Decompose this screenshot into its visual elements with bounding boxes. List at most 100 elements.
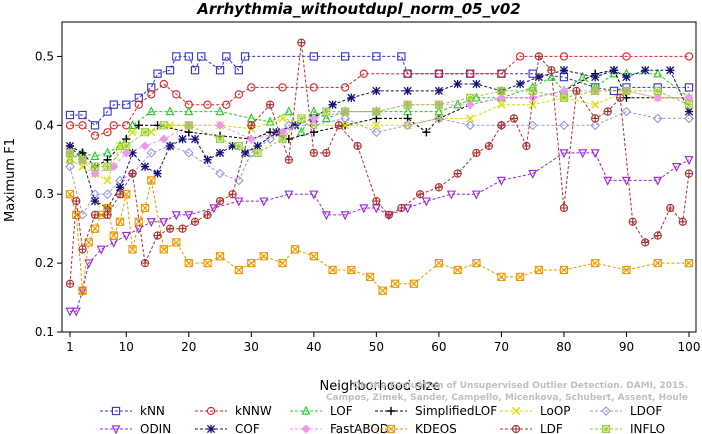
legend-marker xyxy=(511,406,521,416)
data-point-lof xyxy=(453,99,463,109)
legend-marker xyxy=(601,424,611,434)
data-point-lof xyxy=(653,68,663,78)
data-point-loop xyxy=(103,176,112,185)
data-point-knn xyxy=(372,52,381,61)
data-point-odin xyxy=(471,190,481,200)
data-point-odin xyxy=(96,245,106,255)
data-point-ldof xyxy=(465,120,476,131)
legend-label: LDF xyxy=(540,422,563,434)
chart-title: Arrhythmia_withoutdupl_norm_05_v02 xyxy=(196,0,520,18)
data-point-knnw xyxy=(309,83,318,92)
data-point-cof xyxy=(240,148,250,157)
data-point-odin xyxy=(309,190,319,200)
data-point-ldf xyxy=(472,148,481,158)
data-point-inflo xyxy=(403,100,412,109)
data-point-odin xyxy=(403,204,413,214)
data-point-lof xyxy=(321,113,331,123)
data-point-knn xyxy=(153,69,162,78)
data-point-ldf xyxy=(265,100,275,109)
data-point-fastabod xyxy=(121,148,131,158)
data-point-ldf xyxy=(178,224,187,233)
data-point-loop xyxy=(128,128,137,137)
x-tick-label: 40 xyxy=(306,340,321,354)
plot-frame xyxy=(61,21,697,333)
data-point-knnw xyxy=(359,69,369,78)
data-point-odin xyxy=(684,156,694,166)
data-point-ldof xyxy=(102,189,113,200)
legend-marker xyxy=(511,424,521,434)
data-point-ldf xyxy=(115,190,125,199)
data-point-inflo xyxy=(341,107,350,116)
legend-item-ldf: LDF xyxy=(500,422,563,434)
legend-item-fastabod: FastABOD xyxy=(290,422,389,434)
data-point-loop xyxy=(466,114,475,123)
data-point-ldf xyxy=(128,169,137,178)
data-point-ldf xyxy=(372,196,381,206)
data-point-kdeos xyxy=(684,258,694,268)
data-point-kdeos xyxy=(65,190,75,199)
data-point-loop xyxy=(528,100,537,109)
data-point-ldof xyxy=(652,113,663,124)
data-point-cof xyxy=(559,66,569,75)
data-point-kdeos xyxy=(622,265,631,275)
data-point-odin xyxy=(603,176,613,186)
data-point-odin xyxy=(159,218,169,228)
legend-item-knnw: kNNW xyxy=(195,404,272,418)
data-point-ldf xyxy=(616,93,625,102)
x-tick-label: 20 xyxy=(181,340,196,354)
data-point-inflo xyxy=(653,86,662,95)
data-point-kdeos xyxy=(559,265,569,275)
legend-marker xyxy=(111,425,121,434)
data-point-ldf xyxy=(453,169,462,178)
y-axis-label: Maximum F1 xyxy=(3,138,18,222)
legend-marker xyxy=(206,406,216,416)
legend-label: SimplifiedLOF xyxy=(415,404,497,418)
data-point-lof xyxy=(165,106,175,116)
data-point-lof xyxy=(309,106,319,116)
data-point-cof xyxy=(434,86,443,95)
data-point-ldf xyxy=(72,196,81,206)
data-point-knn xyxy=(340,52,350,61)
data-point-loop xyxy=(341,121,350,130)
legend-label: kNN xyxy=(140,404,165,418)
data-point-odin xyxy=(559,149,569,159)
data-point-knnw xyxy=(65,121,75,130)
y-tick-label: 0.3 xyxy=(35,187,54,201)
x-tick-label: 90 xyxy=(619,340,634,354)
data-point-inflo xyxy=(184,121,193,130)
data-point-ldf xyxy=(322,148,331,158)
data-point-cof xyxy=(272,128,281,137)
data-point-knnw xyxy=(278,83,287,92)
data-point-kdeos xyxy=(234,265,243,275)
data-point-ldf xyxy=(334,121,344,130)
data-point-kdeos xyxy=(497,272,506,282)
data-point-cof xyxy=(622,73,631,82)
data-point-lof xyxy=(284,106,294,116)
data-point-cof xyxy=(403,86,412,95)
data-point-cof xyxy=(203,155,212,164)
x-tick-label: 50 xyxy=(369,340,384,354)
data-point-ldof xyxy=(434,113,444,124)
x-tick-label: 60 xyxy=(431,340,446,354)
x-tick-label: 80 xyxy=(556,340,571,354)
data-point-ldf xyxy=(415,190,425,199)
data-point-kdeos xyxy=(347,265,356,275)
data-point-ldof xyxy=(283,120,294,131)
data-point-inflo xyxy=(297,114,306,123)
data-point-kdeos xyxy=(215,252,225,261)
data-point-cof xyxy=(128,148,137,157)
series-line-inflo xyxy=(69,90,690,168)
data-point-kdeos xyxy=(159,245,168,254)
data-point-inflo xyxy=(372,107,381,116)
x-tick-label: 70 xyxy=(494,340,509,354)
data-point-knnw xyxy=(466,69,475,78)
data-point-fastabod xyxy=(140,141,150,151)
data-point-kdeos xyxy=(115,217,125,226)
data-point-inflo xyxy=(684,100,694,109)
data-point-ldf xyxy=(534,52,544,61)
data-point-ldf xyxy=(678,217,687,226)
data-point-fastabod xyxy=(465,100,475,110)
data-point-odin xyxy=(121,231,131,241)
legend-item-odin: ODIN xyxy=(100,422,171,434)
data-point-cof xyxy=(591,73,600,82)
